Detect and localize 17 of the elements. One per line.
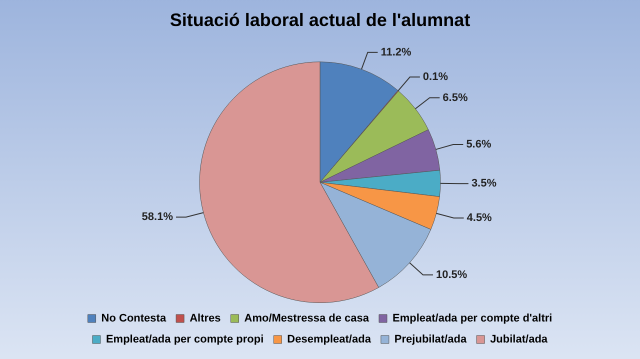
chart-title: Situació laboral actual de l'alumnat bbox=[170, 10, 470, 30]
data-label: 58.1% bbox=[142, 211, 174, 224]
data-label: 5.6% bbox=[466, 138, 492, 151]
legend-label: Amo/Mestressa de casa bbox=[244, 312, 370, 325]
data-label: 6.5% bbox=[442, 92, 468, 104]
legend-label: Altres bbox=[190, 312, 221, 325]
data-label: 4.5% bbox=[466, 212, 492, 224]
data-label: 10.5% bbox=[436, 268, 468, 281]
legend-label: Empleat/ada per compte propi bbox=[106, 334, 264, 346]
legend-label: Empleat/ada per compte d'altri bbox=[392, 312, 552, 325]
data-label: 0.1% bbox=[422, 71, 448, 84]
data-label: 3.5% bbox=[471, 178, 497, 190]
data-label: 11.2% bbox=[380, 46, 412, 58]
legend-label: Jubilat/ada bbox=[490, 334, 548, 346]
legend-label: Prejubilat/ada bbox=[394, 334, 468, 346]
legend-label: Desempleat/ada bbox=[287, 334, 372, 346]
legend-label: No Contesta bbox=[101, 312, 167, 325]
